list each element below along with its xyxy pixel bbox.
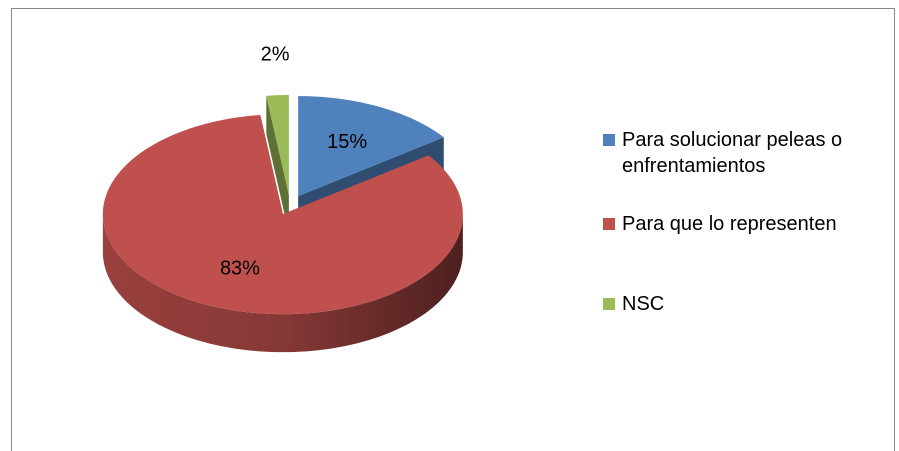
- slice-top: [266, 95, 289, 196]
- slice: [102, 114, 463, 353]
- slice-side: [266, 95, 289, 234]
- chart-border: [11, 8, 895, 451]
- legend-swatch: [603, 298, 615, 310]
- data-label: 15%: [327, 131, 367, 153]
- legend-label: Para que lo representen: [622, 213, 837, 235]
- data-label: 2%: [261, 43, 290, 65]
- slice-top: [102, 114, 463, 315]
- slice-side: [102, 214, 463, 353]
- legend-swatch: [603, 134, 615, 146]
- slice: [266, 95, 289, 234]
- legend-label: NSC: [622, 293, 665, 315]
- data-label: 83%: [220, 258, 260, 280]
- legend-label: Para solucionar peleas o enfrentamientos: [622, 129, 843, 177]
- legend-item: Para que lo representen: [603, 211, 893, 237]
- legend-item: Para solucionar peleas o enfrentamientos: [603, 127, 893, 179]
- slice-top: [298, 96, 444, 197]
- legend-swatch: [603, 218, 615, 230]
- legend-item: NSC: [603, 291, 893, 317]
